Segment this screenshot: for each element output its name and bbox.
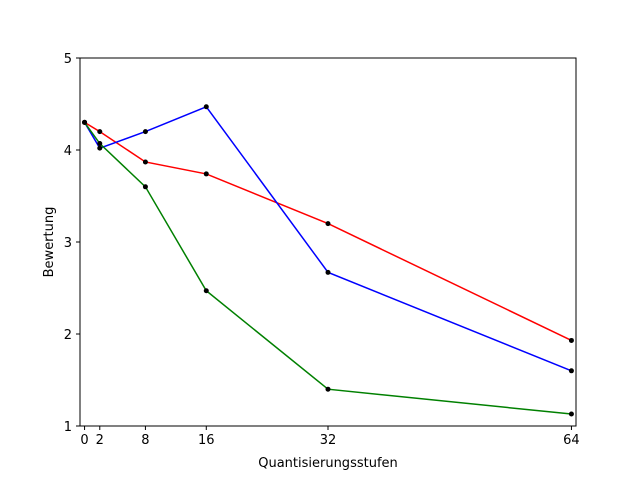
series-line-2 bbox=[83, 105, 572, 372]
data-point-1 bbox=[97, 129, 103, 135]
data-point-2 bbox=[142, 129, 148, 135]
data-point-2 bbox=[203, 104, 209, 110]
data-point-3 bbox=[82, 119, 88, 125]
data-point-3 bbox=[97, 141, 103, 147]
y-axis-ticks: 1 2 3 4 5 bbox=[64, 52, 80, 435]
y-tick-label: 3 bbox=[64, 236, 72, 251]
x-axis-label: Quantisierungsstufen bbox=[258, 456, 398, 471]
plot-background bbox=[80, 58, 576, 426]
y-tick-label: 5 bbox=[64, 52, 72, 67]
x-tick-label: 32 bbox=[320, 433, 337, 448]
x-tick-label: 16 bbox=[198, 433, 215, 448]
data-point-2 bbox=[97, 145, 103, 151]
x-tick-label: 0 bbox=[80, 433, 88, 448]
data-point-1 bbox=[203, 171, 209, 177]
data-point-1 bbox=[142, 159, 148, 165]
series-line-3 bbox=[83, 121, 572, 415]
y-tick-label: 2 bbox=[64, 328, 72, 343]
data-point-1 bbox=[568, 337, 574, 343]
data-point-3 bbox=[142, 184, 148, 190]
y-tick-label: 4 bbox=[64, 144, 72, 159]
series-layer bbox=[82, 104, 574, 417]
data-point-2 bbox=[568, 368, 574, 374]
data-point-3 bbox=[325, 386, 331, 392]
y-axis-label: Bewertung bbox=[42, 207, 57, 278]
data-point-3 bbox=[203, 288, 209, 294]
x-tick-label: 64 bbox=[563, 433, 580, 448]
x-tick-label: 2 bbox=[96, 433, 104, 448]
x-axis-ticks: 0 2 8 16 32 64 bbox=[80, 426, 580, 448]
data-point-2 bbox=[325, 269, 331, 275]
data-point-3 bbox=[568, 411, 574, 417]
x-tick-label: 8 bbox=[141, 433, 149, 448]
series-line-1 bbox=[84, 121, 572, 342]
y-tick-label: 1 bbox=[64, 420, 72, 435]
data-point-1 bbox=[325, 221, 331, 227]
